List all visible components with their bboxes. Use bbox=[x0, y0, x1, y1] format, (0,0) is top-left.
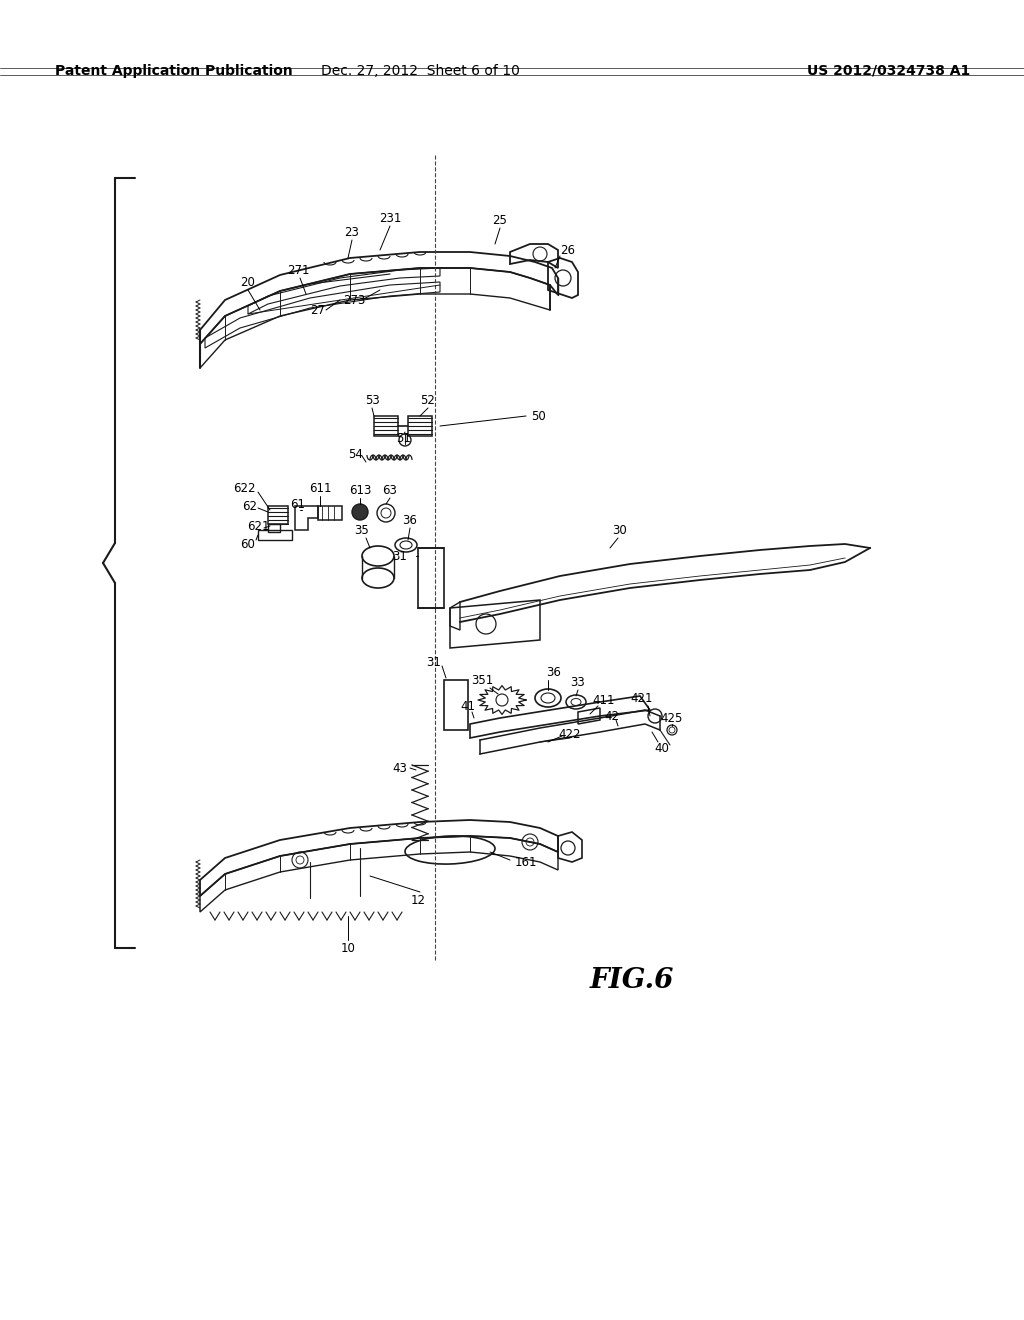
Text: 43: 43 bbox=[392, 762, 408, 775]
Text: FIG.6: FIG.6 bbox=[590, 966, 675, 994]
Text: 30: 30 bbox=[612, 524, 628, 536]
Text: Dec. 27, 2012  Sheet 6 of 10: Dec. 27, 2012 Sheet 6 of 10 bbox=[321, 63, 519, 78]
Text: 12: 12 bbox=[411, 894, 426, 907]
Text: 61: 61 bbox=[291, 498, 305, 511]
Text: 613: 613 bbox=[349, 483, 371, 496]
Text: 621: 621 bbox=[247, 520, 269, 532]
Text: 52: 52 bbox=[421, 393, 435, 407]
Text: 20: 20 bbox=[241, 276, 255, 289]
Text: 421: 421 bbox=[631, 692, 653, 705]
Text: 611: 611 bbox=[309, 482, 331, 495]
Text: 422: 422 bbox=[559, 727, 582, 741]
Text: 271: 271 bbox=[287, 264, 309, 276]
Text: 26: 26 bbox=[560, 243, 575, 256]
Text: US 2012/0324738 A1: US 2012/0324738 A1 bbox=[807, 63, 970, 78]
Text: 50: 50 bbox=[530, 409, 546, 422]
Text: 40: 40 bbox=[654, 742, 670, 755]
Text: 42: 42 bbox=[604, 710, 620, 722]
Text: 425: 425 bbox=[660, 711, 683, 725]
Text: 35: 35 bbox=[354, 524, 370, 536]
Text: 231: 231 bbox=[379, 211, 401, 224]
Text: Patent Application Publication: Patent Application Publication bbox=[55, 63, 293, 78]
Text: 63: 63 bbox=[383, 483, 397, 496]
Text: 41: 41 bbox=[461, 700, 475, 713]
Text: 60: 60 bbox=[241, 537, 255, 550]
Text: 51: 51 bbox=[396, 432, 412, 445]
Text: 27: 27 bbox=[310, 304, 326, 317]
Text: 622: 622 bbox=[232, 482, 255, 495]
Text: 53: 53 bbox=[365, 393, 379, 407]
Text: 351: 351 bbox=[471, 673, 494, 686]
Text: 62: 62 bbox=[243, 499, 257, 512]
Text: 161: 161 bbox=[515, 855, 538, 869]
Text: 31: 31 bbox=[427, 656, 441, 668]
Text: 10: 10 bbox=[341, 941, 355, 954]
Text: 25: 25 bbox=[493, 214, 508, 227]
Text: 411: 411 bbox=[593, 693, 615, 706]
Text: 33: 33 bbox=[570, 676, 586, 689]
Text: 54: 54 bbox=[348, 447, 364, 461]
Text: 36: 36 bbox=[402, 513, 418, 527]
Text: 36: 36 bbox=[547, 665, 561, 678]
Circle shape bbox=[352, 504, 368, 520]
Text: 31: 31 bbox=[392, 549, 408, 562]
Text: 273: 273 bbox=[343, 293, 366, 306]
Text: 23: 23 bbox=[344, 226, 359, 239]
